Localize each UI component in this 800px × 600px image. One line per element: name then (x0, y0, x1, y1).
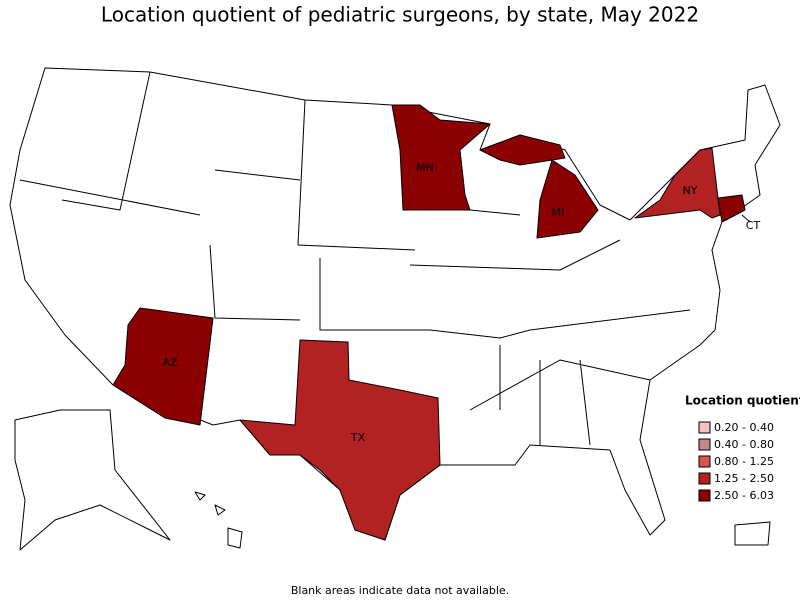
state-label: MI (552, 206, 565, 219)
legend: 0.20 - 0.40 0.40 - 0.80 0.80 - 1.25 1.25 - … (698, 421, 774, 502)
state-shape (717, 194, 746, 223)
state-shape (634, 147, 721, 219)
state-shape (479, 134, 599, 239)
title: Location quotient of pediatric surgeons,… (101, 3, 699, 27)
legend-label: 0.80 - 1.25 (714, 455, 774, 468)
alaska (14, 409, 171, 551)
state-borders (19, 71, 691, 446)
legend-label: 0.40 - 0.80 (714, 438, 774, 451)
legend-label: 0.20 - 0.40 (714, 421, 774, 434)
state-label: NY (683, 184, 698, 197)
state-shape (239, 339, 441, 541)
state-label: MN (416, 161, 434, 174)
state-shape (391, 104, 491, 211)
legend-swatch (698, 489, 711, 502)
puerto-rico (734, 521, 771, 546)
leader-line (741, 214, 751, 223)
highlighted-states (112, 104, 746, 541)
legend-swatch (698, 455, 711, 468)
legend-swatch (698, 438, 711, 451)
state-label: TX (350, 431, 366, 444)
legend-swatch (698, 421, 711, 434)
footnote: Blank areas indicate data not available. (291, 584, 509, 597)
legend-title: Location quotient (685, 394, 800, 408)
legend-label: 1.25 - 2.50 (714, 472, 774, 485)
legend-swatch (698, 472, 711, 485)
state-labels: MN MI NY CT AZ TX (162, 161, 760, 444)
base-map (9, 67, 781, 551)
hawaii (194, 491, 243, 549)
state-label: CT (746, 219, 761, 232)
state-shape (112, 307, 214, 426)
state-label: AZ (162, 356, 178, 369)
legend-label: 2.50 - 6.03 (714, 489, 774, 502)
